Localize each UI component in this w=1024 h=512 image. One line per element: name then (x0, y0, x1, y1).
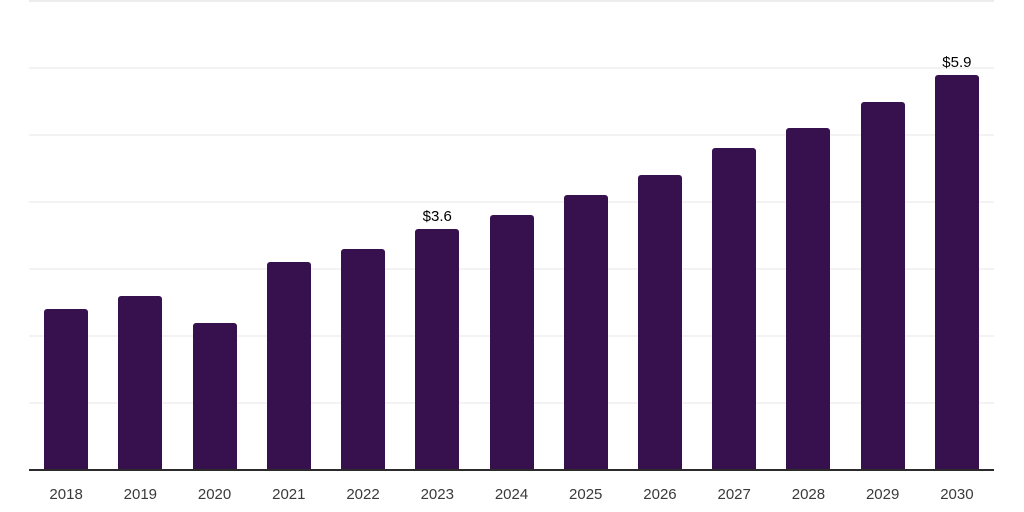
x-tick-label: 2019 (123, 486, 158, 503)
bar-value-label: $3.6 (422, 207, 452, 225)
x-tick-label: 2028 (791, 486, 826, 503)
x-axis-line (29, 469, 994, 471)
bar (786, 128, 831, 470)
bar-value-label: $5.9 (942, 53, 972, 71)
gridline (29, 134, 994, 136)
x-tick-label: 2029 (865, 486, 900, 503)
x-tick-label: 2020 (197, 486, 232, 503)
x-tick-label: 2026 (643, 486, 677, 503)
bar (712, 148, 757, 470)
bar (118, 295, 163, 470)
x-tick-label: 2021 (272, 486, 306, 503)
gridline (29, 0, 994, 2)
bar (637, 175, 682, 470)
bar (489, 215, 534, 470)
x-tick-label: 2024 (494, 486, 529, 503)
bar (934, 74, 979, 470)
x-tick-label: 2023 (420, 486, 454, 503)
x-tick-label: 2018 (49, 486, 83, 503)
gridline (29, 201, 994, 203)
bar (415, 228, 460, 470)
x-tick-label: 2025 (569, 486, 603, 503)
x-tick-label: 2027 (717, 486, 751, 503)
gridline (29, 67, 994, 69)
bar (341, 248, 386, 470)
x-tick-label: 2030 (940, 486, 974, 503)
bar (266, 262, 311, 470)
x-tick-label: 2022 (346, 486, 380, 503)
bar (563, 195, 608, 470)
bar (860, 101, 905, 470)
bar (44, 309, 89, 470)
bar (192, 322, 237, 470)
